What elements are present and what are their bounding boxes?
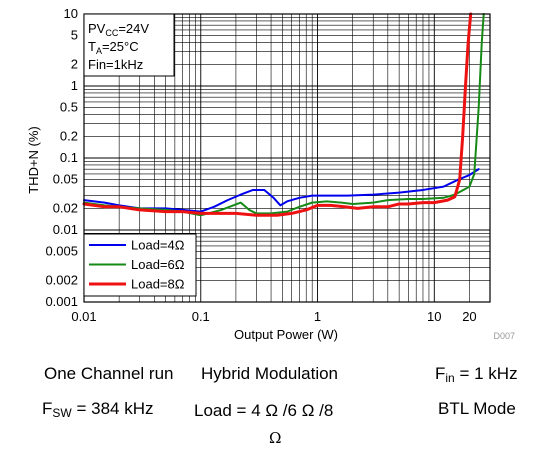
caption-channel: One Channel run (44, 364, 174, 383)
y-tick-label: 0.05 (53, 172, 78, 187)
x-axis-label: Output Power (W) (234, 327, 338, 342)
thd-vs-power-chart: 0.01 0.1 1 10 20 0.001 0.002 0.005 0.01 0.02 0.05 0… (26, 6, 515, 342)
condition-pvcc: PVCC=24V (88, 21, 149, 38)
caption-load: Load = 4 Ω /6 Ω /8 (194, 401, 334, 420)
caption-fin: Fin = 1 kHz (435, 364, 518, 385)
y-tick-label: 0.001 (45, 294, 78, 309)
y-tick-label: 0.5 (60, 100, 78, 115)
plot-frame (83, 13, 491, 303)
legend: Load=4Ω Load=6Ω Load=8Ω (83, 233, 197, 297)
y-tick-label: 5 (71, 28, 78, 43)
x-tick-label: 1 (314, 309, 321, 324)
condition-fin: Fin=1kHz (88, 57, 143, 72)
y-tick-label: 0.1 (60, 150, 78, 165)
series-line (82, 12, 473, 217)
y-tick-label: 2 (71, 56, 78, 71)
condition-ta: TA=25°C (88, 39, 139, 56)
caption-fsw: FSW = 384 kHz (42, 399, 154, 420)
y-tick-label: 0.01 (53, 222, 78, 237)
caption-mode: BTL Mode (438, 399, 516, 418)
x-tick-label: 0.1 (192, 309, 210, 324)
legend-label: Load=8Ω (131, 277, 185, 292)
series-lines (82, 12, 485, 217)
tick-labels: 0.01 0.1 1 10 20 0.001 0.002 0.005 0.01 0.02 0.05 0… (45, 6, 476, 324)
y-tick-label: 0.002 (45, 272, 78, 287)
caption-modulation: Hybrid Modulation (201, 364, 339, 383)
x-tick-label: 20 (462, 309, 476, 324)
figure-id: D007 (493, 331, 515, 341)
y-tick-label: 10 (64, 6, 78, 21)
y-tick-label: 0.005 (45, 244, 78, 259)
y-tick-label: 0.2 (60, 128, 78, 143)
y-tick-label: 0.02 (53, 200, 78, 215)
conditions-box: PVCC=24V TA=25°C Fin=1kHz (83, 13, 175, 77)
y-tick-label: 1 (71, 78, 78, 93)
series-line (83, 168, 480, 213)
caption-ohm: Ω (269, 429, 282, 447)
legend-label: Load=6Ω (131, 257, 185, 272)
legend-label: Load=4Ω (131, 238, 185, 253)
x-tick-label: 0.01 (71, 309, 96, 324)
y-axis-label: THD+N (%) (26, 126, 41, 194)
x-tick-label: 10 (427, 309, 441, 324)
